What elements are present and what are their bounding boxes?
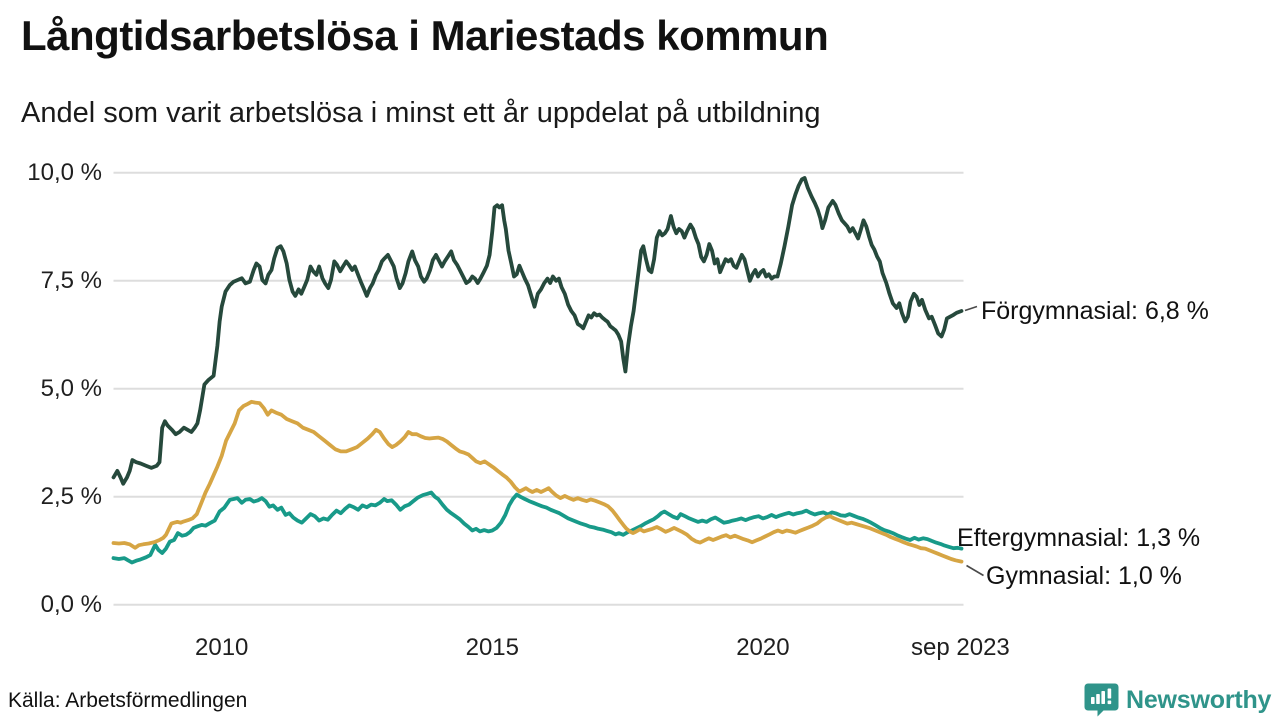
- x-tick-label-2020: 2020: [736, 634, 790, 661]
- series-label-eftergymnasial: Eftergymnasial: 1,3 %: [957, 524, 1201, 552]
- x-tick-label-2010: 2010: [195, 634, 249, 661]
- newsworthy-speech-bubble-chart-icon: [1084, 683, 1119, 717]
- page-title: Långtidsarbetslösa i Mariestads kommun: [21, 12, 829, 59]
- page-subtitle: Andel som varit arbetslösa i minst ett å…: [21, 97, 821, 129]
- series-label-forgymnasial: Förgymnasial: 6,8 %: [981, 297, 1209, 325]
- newsworthy-wordmark: Newsworthy: [1126, 685, 1272, 714]
- series-line-eftergymnasial: [111, 490, 964, 565]
- y-tick-label-0: 0,0 %: [40, 590, 102, 618]
- label-connector-forgymnasial: [964, 305, 978, 312]
- source-note: Källa: Arbetsförmedlingen: [8, 689, 248, 712]
- x-tick-label-2015: 2015: [465, 634, 519, 661]
- y-tick-label-2.5: 2,5 %: [40, 482, 102, 510]
- label-connector-gymnasial: [966, 564, 984, 577]
- x-tick-label-sep-2023: sep 2023: [911, 634, 1010, 661]
- newsworthy-logo: Newsworthy: [1084, 683, 1271, 717]
- y-tick-label-7.5: 7,5 %: [40, 266, 102, 294]
- y-tick-label-10: 10,0 %: [27, 158, 102, 186]
- series-line-forgymnasial: [111, 176, 964, 486]
- series-label-gymnasial: Gymnasial: 1,0 %: [986, 562, 1182, 590]
- series-line-gymnasial: [111, 399, 964, 564]
- y-tick-label-5: 5,0 %: [40, 374, 102, 402]
